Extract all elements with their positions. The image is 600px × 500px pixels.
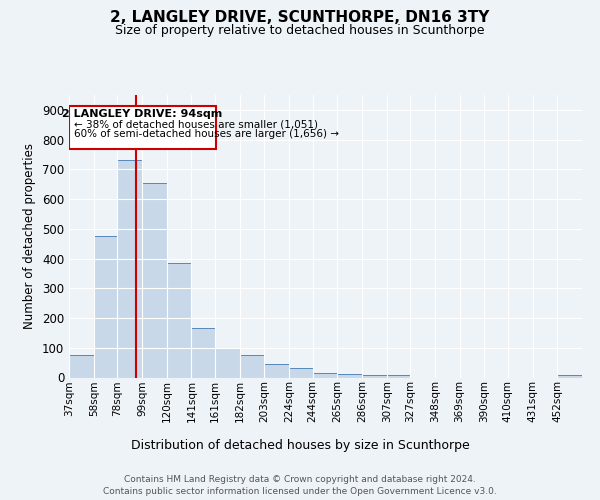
Text: Size of property relative to detached houses in Scunthorpe: Size of property relative to detached ho… [115, 24, 485, 37]
Text: Contains HM Land Registry data © Crown copyright and database right 2024.: Contains HM Land Registry data © Crown c… [124, 476, 476, 484]
Bar [142, 182, 167, 378]
Text: 2 LANGLEY DRIVE: 94sqm: 2 LANGLEY DRIVE: 94sqm [62, 108, 223, 118]
Bar [167, 263, 191, 378]
Bar [337, 374, 362, 378]
Bar [239, 355, 265, 378]
Bar [94, 236, 117, 378]
Bar [117, 160, 142, 378]
Text: Contains public sector information licensed under the Open Government Licence v3: Contains public sector information licen… [103, 486, 497, 496]
Text: ← 38% of detached houses are smaller (1,051): ← 38% of detached houses are smaller (1,… [74, 120, 318, 130]
Text: Distribution of detached houses by size in Scunthorpe: Distribution of detached houses by size … [131, 438, 469, 452]
Bar [69, 355, 94, 378]
Y-axis label: Number of detached properties: Number of detached properties [23, 143, 37, 329]
Text: 60% of semi-detached houses are larger (1,656) →: 60% of semi-detached houses are larger (… [74, 129, 339, 139]
Bar [386, 375, 410, 378]
Text: 2, LANGLEY DRIVE, SCUNTHORPE, DN16 3TY: 2, LANGLEY DRIVE, SCUNTHORPE, DN16 3TY [110, 10, 490, 25]
Bar [289, 368, 313, 378]
FancyBboxPatch shape [69, 106, 216, 148]
Bar [215, 348, 239, 378]
Bar [557, 375, 582, 378]
Bar [191, 328, 215, 378]
Bar [313, 373, 337, 378]
Bar [265, 364, 289, 378]
Bar [362, 374, 386, 378]
